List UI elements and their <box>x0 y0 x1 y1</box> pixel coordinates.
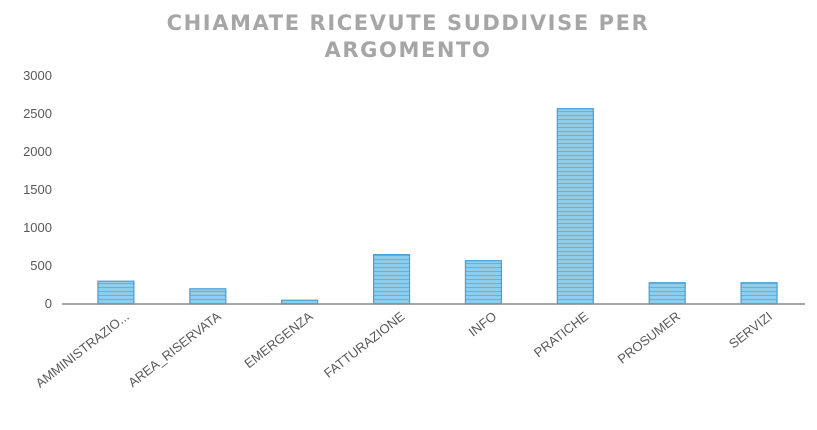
x-category-label: FATTURAZIONE <box>321 308 408 380</box>
y-tick-label: 500 <box>30 258 52 273</box>
chart-title-line-1: CHIAMATE RICEVUTE SUDDIVISE PER <box>167 11 650 35</box>
bar <box>464 260 503 305</box>
x-category-label: INFO <box>466 309 500 340</box>
bar <box>740 282 778 305</box>
bar <box>372 254 411 305</box>
y-tick-label: 2500 <box>23 106 52 121</box>
y-tick-label: 1000 <box>23 220 52 235</box>
bar-group <box>97 108 778 305</box>
x-axis-labels: AMMINISTRAZIO...AREA_RISERVATA EMERGENZA F… <box>33 308 775 390</box>
x-category-label: AMMINISTRAZIO... <box>33 309 132 391</box>
x-category-label: PROSUMER <box>615 309 683 367</box>
bar <box>556 108 594 305</box>
y-tick-label: 2000 <box>23 144 52 159</box>
bar <box>189 288 227 305</box>
x-category-label: AREA_RISERVATA <box>125 308 224 390</box>
chart-title-line-2: ARGOMENTO <box>325 38 492 62</box>
y-tick-label: 1500 <box>23 182 52 197</box>
y-tick-label: 0 <box>45 296 52 311</box>
x-category-label: PRATICHE <box>531 308 592 360</box>
y-axis: 0 500 1000 1500 2000 2500 3000 <box>23 68 52 311</box>
x-category-label: SERVIZI <box>726 309 775 352</box>
y-tick-label: 3000 <box>23 68 52 83</box>
bar <box>648 282 686 305</box>
x-category-label: EMERGENZA <box>241 308 315 371</box>
bar <box>97 280 135 305</box>
